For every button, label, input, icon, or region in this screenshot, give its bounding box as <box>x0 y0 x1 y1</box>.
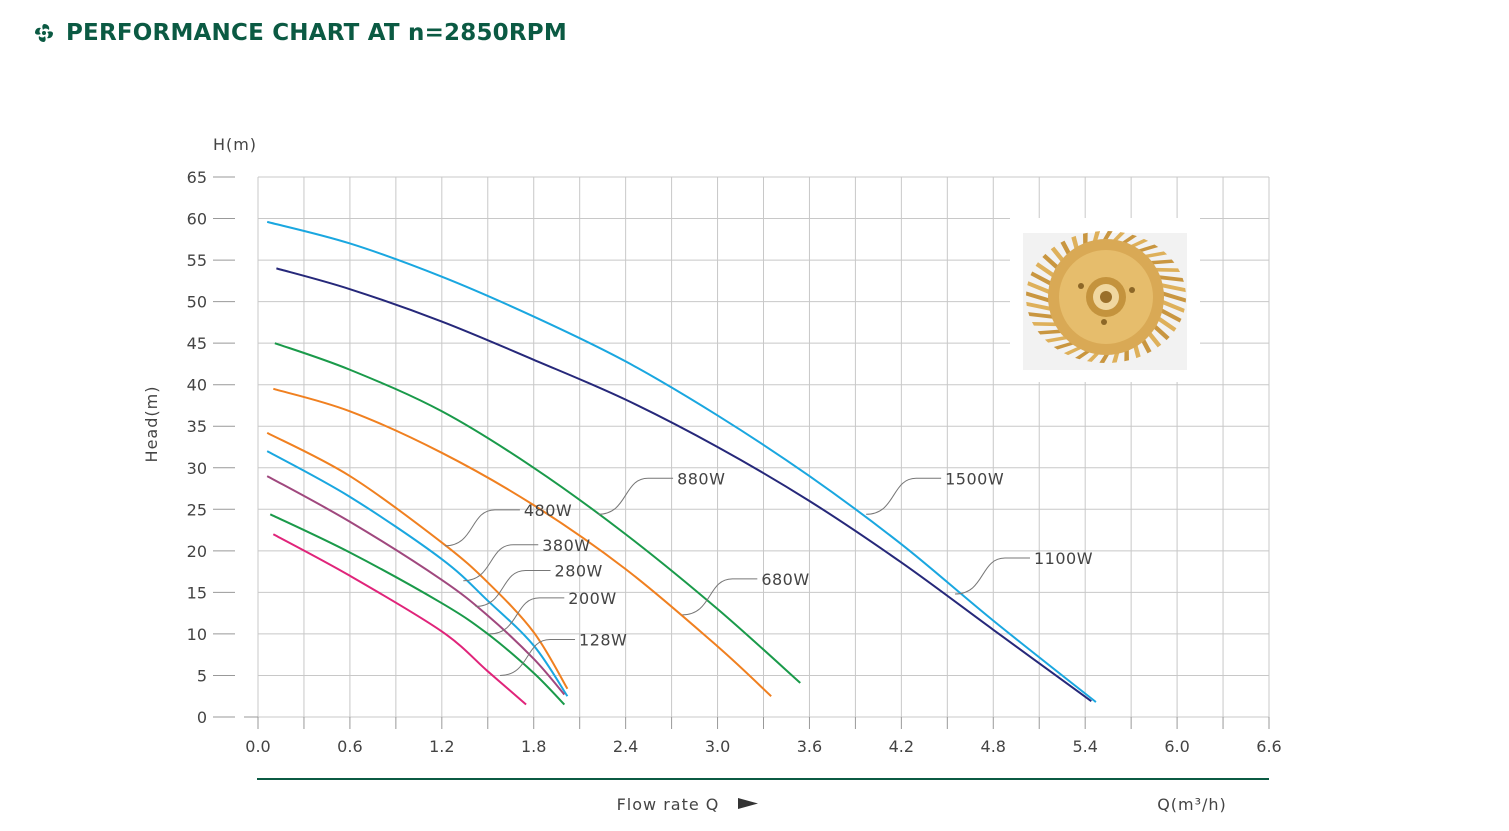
label-leader-line <box>475 570 551 608</box>
x-unit-label: Q(m³/h) <box>1157 795 1227 814</box>
x-tick-label: 4.8 <box>981 737 1006 756</box>
arrow-right-icon <box>738 798 758 809</box>
y-axis-ticks: 0 5 10 15 20 25 30 35 40 45 50 55 60 65 <box>187 168 235 727</box>
chart-title: PERFORMANCE CHART AT n=2850RPM <box>66 20 567 46</box>
label-leader-line <box>500 638 576 676</box>
series-label-1100W: 1100W <box>1034 549 1093 568</box>
series-label-880W: 880W <box>677 469 725 488</box>
series-labels: 1500W 1100W 880W 680W 480W 380W 280W 200W 128W <box>444 469 1093 676</box>
series-label-200W: 200W <box>568 589 616 608</box>
chart-header: PERFORMANCE CHART AT n=2850RPM <box>32 16 567 50</box>
y-tick-label: 45 <box>187 334 207 353</box>
impeller-photo <box>1010 218 1200 382</box>
y-tick-label: 30 <box>187 459 207 478</box>
x-tick-label: 3.0 <box>705 737 730 756</box>
label-leader-line <box>463 544 539 582</box>
series-label-680W: 680W <box>761 570 809 589</box>
y-tick-label: 55 <box>187 251 207 270</box>
y-tick-label: 10 <box>187 625 207 644</box>
chart-series <box>266 220 1097 706</box>
y-tick-label: 65 <box>187 168 207 187</box>
y-axis-label: Head(m) <box>142 386 161 463</box>
x-tick-label: 6.6 <box>1256 737 1281 756</box>
series-line-380W <box>266 450 569 697</box>
x-tick-label: 0.0 <box>245 737 270 756</box>
series-line-200W <box>269 513 566 706</box>
chart-grid <box>257 176 1270 718</box>
label-leader-line <box>489 597 565 635</box>
series-line-280W <box>266 475 566 696</box>
series-line-1100W <box>276 267 1092 703</box>
label-leader-line <box>866 477 942 515</box>
y-unit-label: H(m) <box>213 135 257 154</box>
x-axis-ticks: 0.0 0.6 1.2 1.8 2.4 3.0 3.6 4.2 4.8 5.4 6.0 6.6 <box>244 716 1282 756</box>
x-tick-label: 4.2 <box>889 737 914 756</box>
series-line-128W <box>272 533 527 706</box>
swirl-logo-icon <box>32 21 56 45</box>
x-tick-label: 6.0 <box>1164 737 1189 756</box>
y-tick-label: 35 <box>187 417 207 436</box>
y-tick-label: 50 <box>187 293 207 312</box>
series-line-480W <box>266 431 569 690</box>
y-tick-label: 5 <box>197 666 207 685</box>
series-label-380W: 380W <box>542 536 590 555</box>
x-tick-label: 1.8 <box>521 737 546 756</box>
y-tick-label: 0 <box>197 708 207 727</box>
label-leader-line <box>444 509 520 547</box>
y-tick-label: 60 <box>187 210 207 229</box>
series-label-280W: 280W <box>555 562 603 581</box>
series-label-480W: 480W <box>524 501 572 520</box>
x-axis-label: Flow rate Q <box>617 795 720 814</box>
y-tick-label: 25 <box>187 500 207 519</box>
series-line-880W <box>274 342 801 684</box>
y-tick-label: 40 <box>187 376 207 395</box>
x-tick-label: 1.2 <box>429 737 454 756</box>
y-tick-label: 15 <box>187 583 207 602</box>
y-tick-label: 20 <box>187 542 207 561</box>
series-label-128W: 128W <box>579 630 627 649</box>
x-tick-label: 0.6 <box>337 737 362 756</box>
label-leader-line <box>682 578 758 616</box>
x-tick-label: 5.4 <box>1072 737 1097 756</box>
series-line-1500W <box>266 220 1097 703</box>
series-line-680W <box>273 387 772 697</box>
label-leader-line <box>954 557 1030 595</box>
series-label-1500W: 1500W <box>945 469 1004 488</box>
x-tick-label: 3.6 <box>797 737 822 756</box>
label-leader-line <box>598 477 674 515</box>
x-tick-label: 2.4 <box>613 737 638 756</box>
